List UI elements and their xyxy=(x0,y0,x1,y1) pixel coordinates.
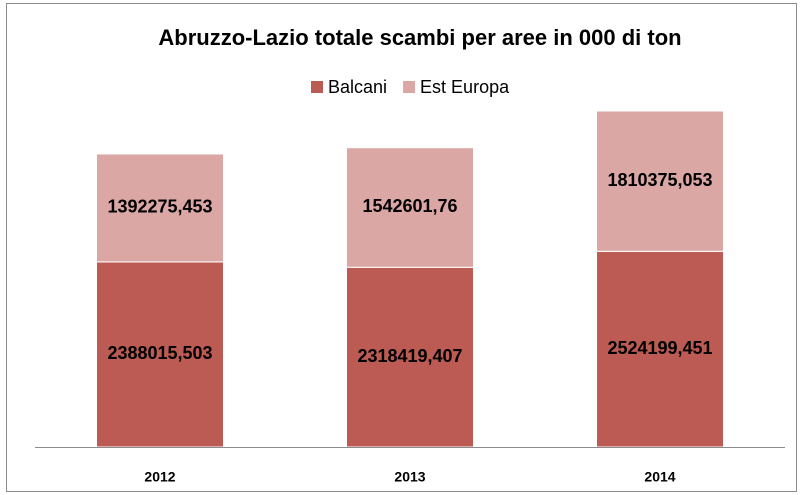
data-label: 2388015,503 xyxy=(107,343,212,363)
x-tick-label: 2014 xyxy=(644,469,675,485)
bar-segment xyxy=(596,110,724,252)
legend-swatch xyxy=(403,81,416,93)
data-label: 2524199,451 xyxy=(607,338,712,358)
data-label: 1542601,76 xyxy=(362,196,457,216)
legend-swatch xyxy=(311,81,323,93)
bar-segment xyxy=(346,266,474,448)
bar-segment xyxy=(96,153,224,263)
bar-segment xyxy=(596,250,724,448)
legend-label: Est Europa xyxy=(420,77,510,97)
data-label: 1810375,053 xyxy=(607,170,712,190)
x-tick-label: 2013 xyxy=(394,469,425,485)
data-label: 1392275,453 xyxy=(107,197,212,217)
bar-segment xyxy=(346,147,474,268)
x-tick-label: 2012 xyxy=(144,469,175,485)
bar-segment xyxy=(96,261,224,448)
data-label: 2318419,407 xyxy=(357,346,462,366)
legend-label: Balcani xyxy=(328,77,387,97)
chart-title: Abruzzo-Lazio totale scambi per aree in … xyxy=(158,25,681,50)
